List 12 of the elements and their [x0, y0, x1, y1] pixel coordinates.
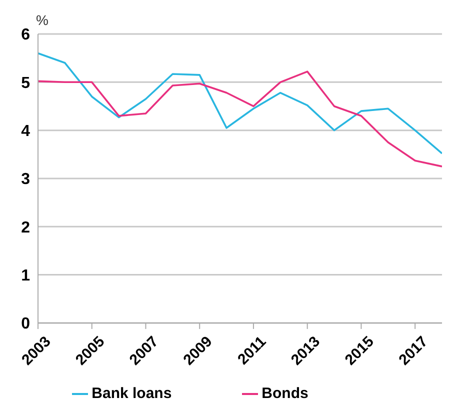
line-series — [38, 52, 442, 154]
legend-label: Bank loans — [92, 384, 172, 402]
y-tick-label: 5 — [21, 74, 30, 92]
y-tick-label: 1 — [21, 267, 30, 284]
legend-label: Bonds — [262, 384, 308, 402]
y-axis-title: % — [36, 12, 48, 28]
y-tick-label: 6 — [21, 26, 30, 44]
y-tick-label: 0 — [21, 316, 30, 333]
y-tick-label: 2 — [21, 219, 30, 236]
line-series — [38, 70, 442, 168]
y-tick-label: 4 — [21, 123, 30, 140]
y-tick-label: 3 — [21, 171, 30, 188]
